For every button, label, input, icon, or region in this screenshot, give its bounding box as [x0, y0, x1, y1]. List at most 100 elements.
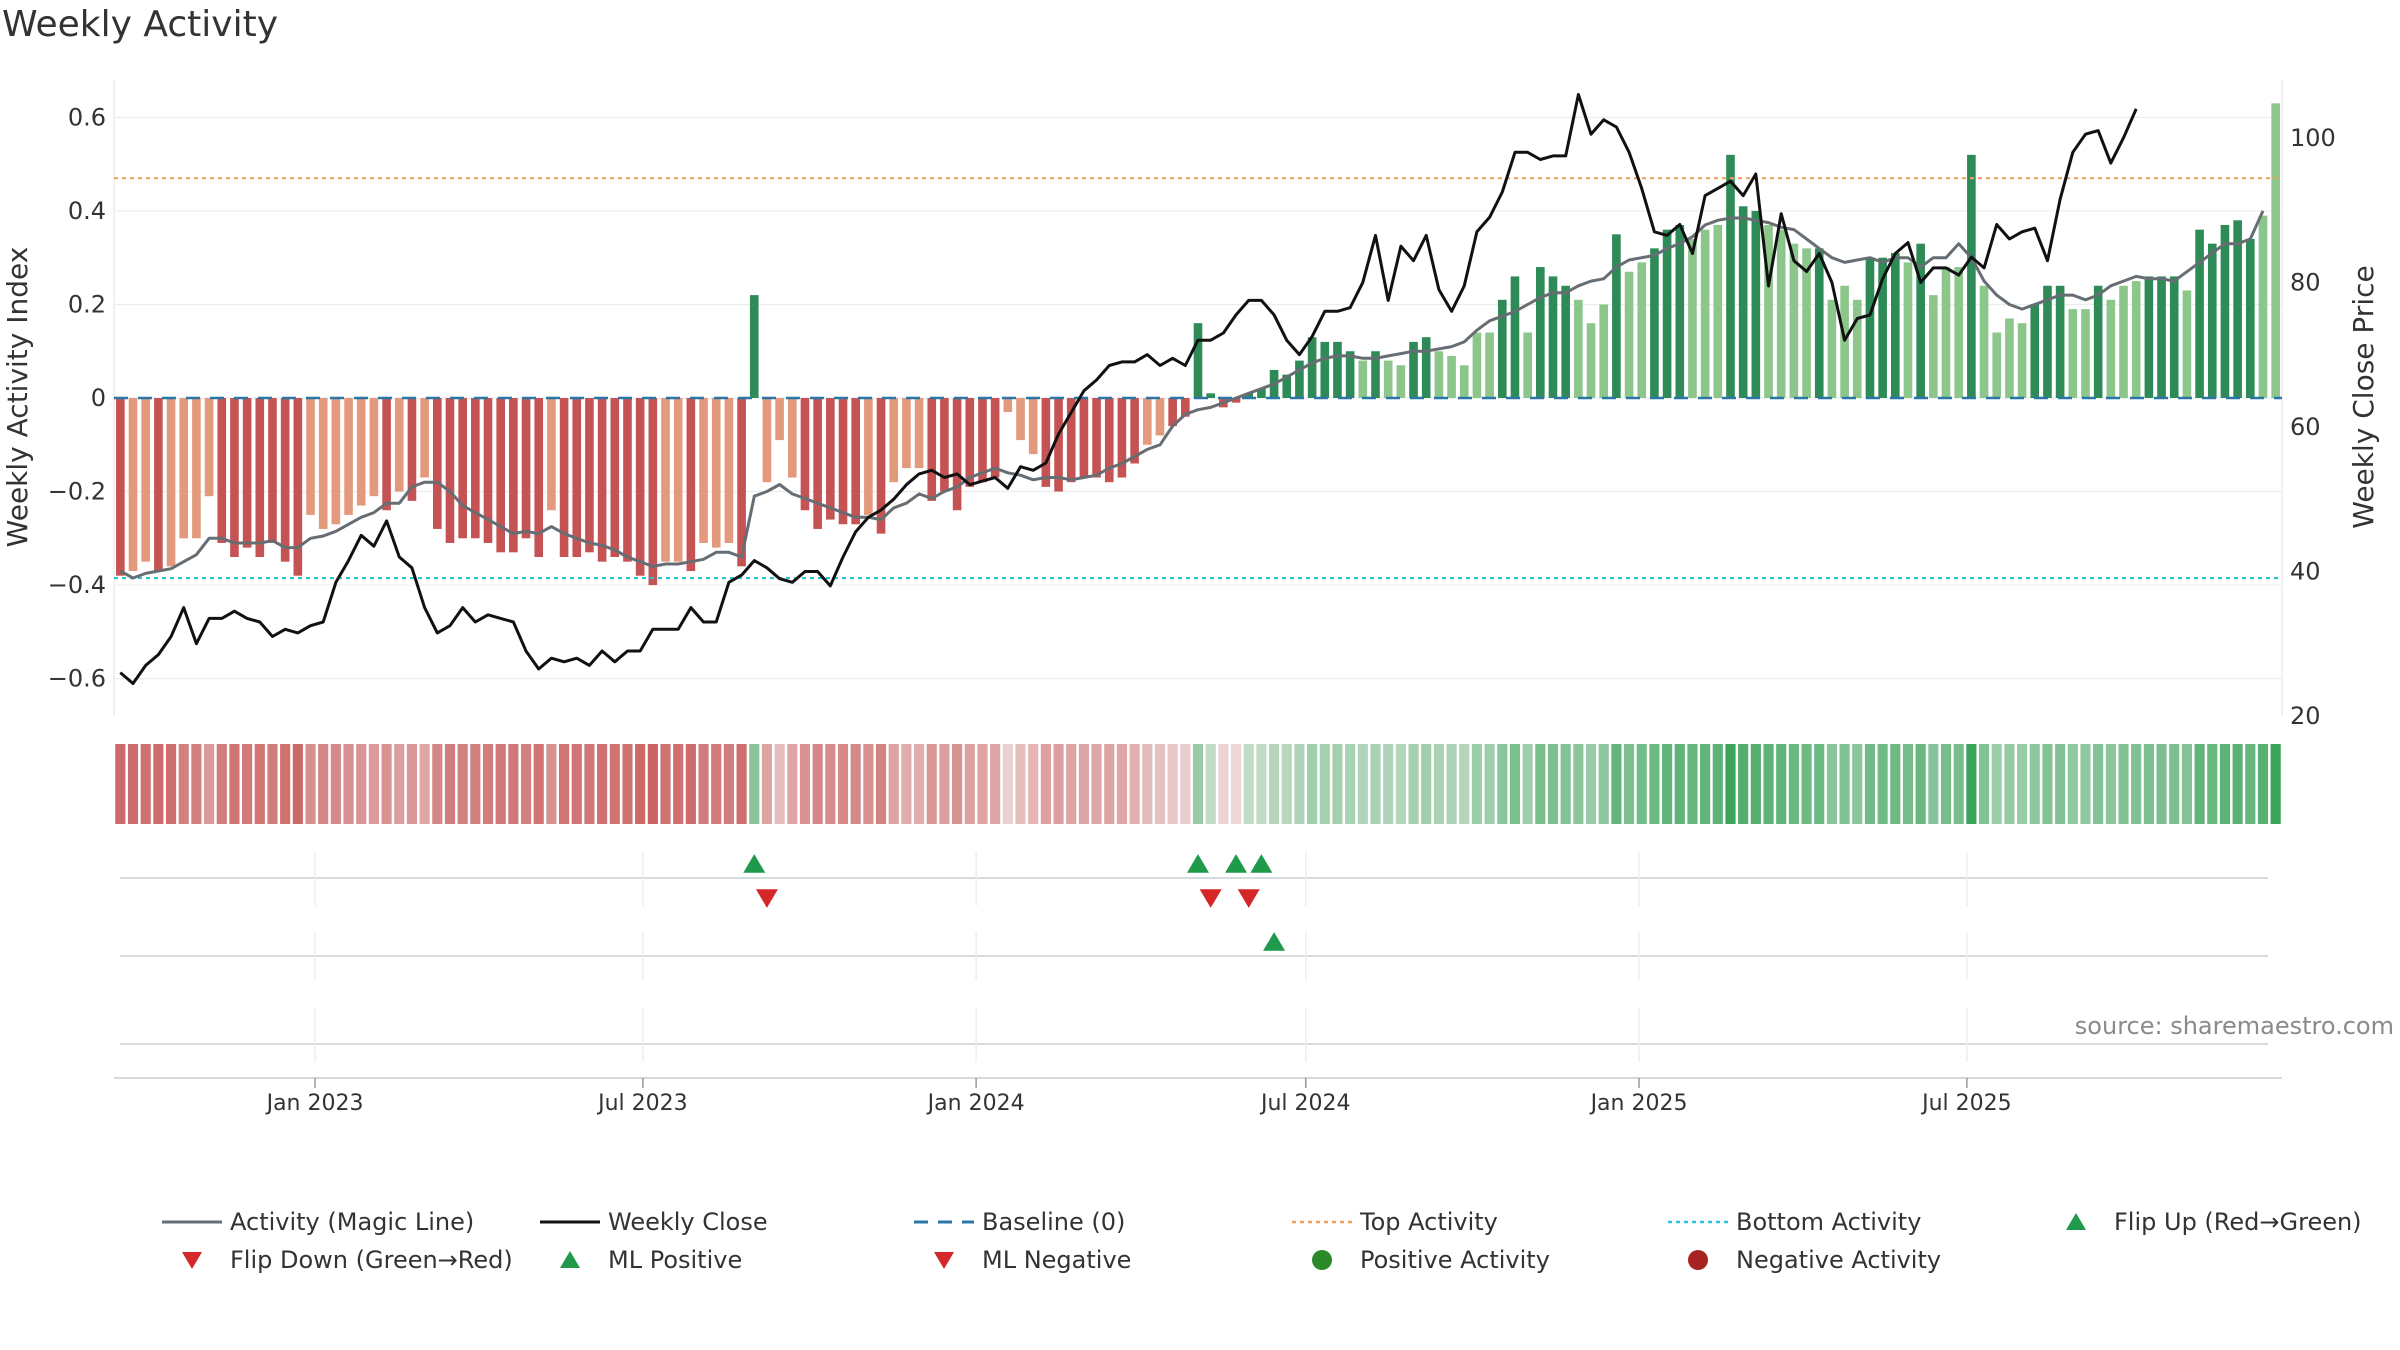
activity-bar	[1117, 398, 1127, 478]
x-tick-label: Jul 2025	[1920, 1091, 2012, 1116]
activity-bar	[1282, 374, 1292, 398]
x-tick-label: Jan 2024	[926, 1091, 1025, 1116]
activity-bar	[699, 398, 708, 543]
activity-strip-cell	[394, 744, 405, 824]
activity-strip-cell	[115, 744, 126, 824]
activity-bar	[280, 398, 290, 562]
legend-item: Bottom Activity	[1666, 1208, 1921, 1236]
activity-bar	[394, 398, 404, 492]
activity-strip-cell	[1471, 744, 1482, 824]
activity-strip-cell	[1484, 744, 1495, 824]
y-axis-label: Weekly Activity Index	[1, 247, 34, 548]
activity-bar	[534, 398, 544, 557]
series-lines	[119, 93, 2265, 685]
activity-bar	[1789, 243, 1799, 398]
activity-strip-cell	[343, 744, 354, 824]
activity-bar	[1142, 398, 1152, 445]
activity-bar	[1181, 398, 1190, 417]
activity-strip-cell	[1953, 744, 1964, 824]
activity-strip-cell	[2042, 744, 2053, 824]
chart-title: Weekly Activity	[2, 4, 279, 45]
activity-strip-cell	[1978, 744, 1990, 824]
activity-strip-cell	[254, 744, 265, 824]
activity-strip-cell	[1509, 744, 1521, 824]
activity-strip-cell	[2055, 744, 2066, 824]
activity-strip-cell	[267, 744, 278, 824]
activity-strip-cell	[952, 744, 963, 824]
activity-strip-cell	[330, 744, 341, 824]
activity-bar	[1028, 398, 1038, 455]
flip-up-marker	[743, 854, 766, 873]
activity-strip-cell	[787, 744, 798, 824]
activity-bar	[1079, 398, 1089, 478]
activity-strip-cell	[875, 744, 887, 824]
activity-bar	[369, 398, 379, 497]
activity-bar	[1662, 229, 1672, 398]
activity-bar	[116, 398, 125, 576]
activity-strip-cell	[1268, 744, 1280, 824]
activity-strip-cell	[1801, 744, 1812, 824]
activity-bar	[711, 398, 721, 548]
activity-bar	[1802, 248, 1811, 398]
activity-bar	[597, 398, 607, 562]
activity-bar	[420, 398, 429, 478]
activity-strip-cell	[2232, 744, 2243, 824]
activity-strip-cell	[178, 744, 189, 824]
activity-strip-cell	[457, 744, 468, 824]
activity-strip-cell	[1712, 744, 1723, 824]
activity-strip-cell	[482, 744, 494, 824]
activity-strip-cell	[2105, 744, 2116, 824]
activity-bar	[2258, 215, 2268, 398]
activity-bar	[1320, 341, 1330, 398]
activity-strip-cell	[1738, 744, 1749, 824]
activity-strip-cell	[1116, 744, 1128, 824]
legend-symbol	[560, 1251, 580, 1268]
legend-item: Flip Down (Green→Red)	[160, 1246, 513, 1274]
activity-strip-cell	[406, 744, 418, 824]
activity-strip-cell	[660, 744, 671, 824]
activity-bar	[1104, 398, 1114, 483]
activity-bar	[154, 398, 163, 572]
legend-item: Top Activity	[1290, 1208, 1498, 1236]
activity-strip-cell	[825, 744, 836, 824]
activity-strip-cell	[1002, 744, 1013, 824]
x-tick-label: Jul 2023	[596, 1091, 688, 1116]
y2-tick-label: 80	[2290, 268, 2321, 296]
activity-strip-cell	[1750, 744, 1761, 824]
activity-strip-cell	[1345, 744, 1356, 824]
activity-bar	[2182, 290, 2192, 398]
activity-strip-cell	[495, 744, 506, 824]
flip-down-marker	[1237, 889, 1260, 908]
activity-bar	[1371, 351, 1380, 398]
activity-bars	[116, 103, 2280, 586]
activity-bar	[1497, 299, 1507, 398]
activity-bar	[673, 398, 683, 562]
activity-strip-cell	[1763, 744, 1774, 824]
activity-strip-cell	[1243, 744, 1254, 824]
activity-strip-cell	[1573, 744, 1584, 824]
activity-strip-cell	[2270, 744, 2281, 824]
legend-label: Bottom Activity	[1736, 1208, 1922, 1236]
activity-strip-cell	[1497, 744, 1508, 824]
activity-strip-cell	[1370, 744, 1381, 824]
activity-bar	[509, 398, 518, 553]
activity-bar	[2119, 285, 2128, 398]
activity-bar	[2157, 276, 2166, 398]
activity-bar	[1574, 299, 1583, 398]
activity-bar	[1916, 243, 1925, 398]
legend-label: Negative Activity	[1736, 1246, 1942, 1274]
activity-strip-cell	[1700, 744, 1711, 824]
activity-bar	[445, 398, 455, 543]
activity-bar	[1967, 154, 1976, 398]
activity-bar	[635, 398, 645, 576]
activity-bar	[1485, 332, 1494, 398]
activity-strip-cell	[939, 744, 950, 824]
activity-strip-cell	[1662, 744, 1673, 824]
activity-strip-cell	[1814, 744, 1825, 824]
legend-label: Activity (Magic Line)	[230, 1208, 475, 1236]
activity-bar	[2271, 103, 2280, 398]
activity-strip-cell	[622, 744, 633, 824]
activity-bar	[1333, 341, 1342, 398]
activity-strip-cell	[584, 744, 595, 824]
activity-bar	[1992, 332, 2002, 398]
